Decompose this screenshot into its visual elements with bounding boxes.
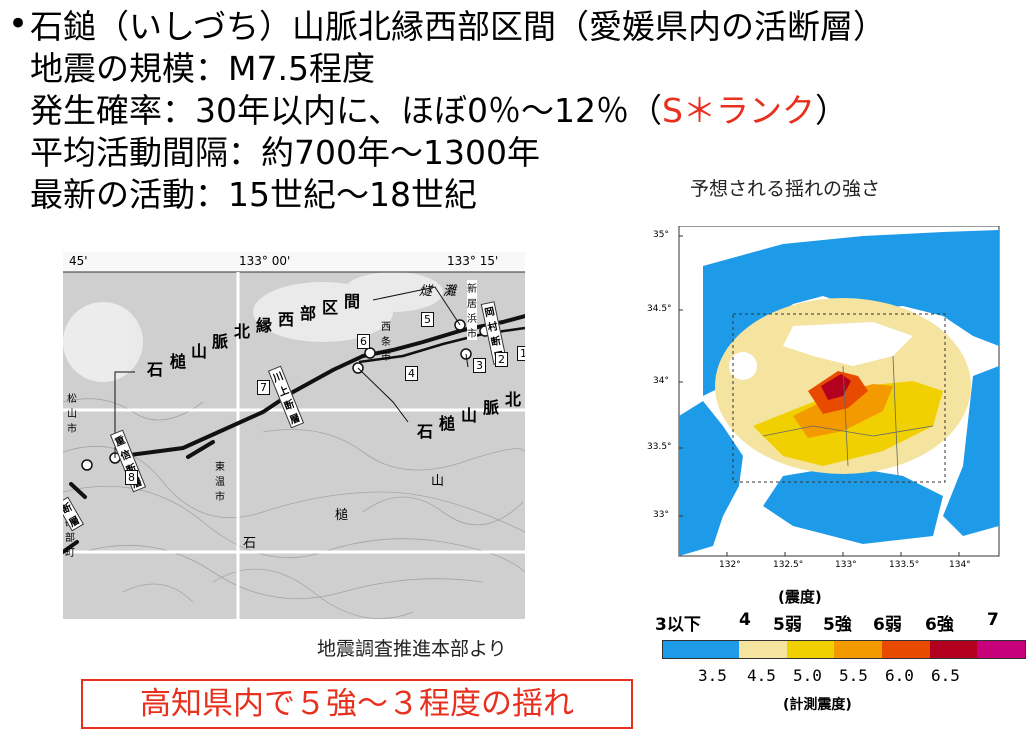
legend-color-bar (662, 640, 1026, 659)
legend-title: (震度) (778, 588, 822, 606)
magnitude-line: 地震の規模：M7.5程度 (30, 49, 375, 88)
segment-5: 5 (421, 312, 434, 327)
label-hiuchi: 燧 (419, 284, 433, 299)
scale-3-or-less: 3以下 (655, 615, 701, 635)
legend-swatch-7 (977, 641, 1025, 658)
scale-5-lower: 5弱 (773, 615, 802, 635)
legend-swatch-6 (929, 641, 978, 658)
scale-5-upper: 5強 (823, 615, 852, 635)
fault-name-line: 石鎚（いしづち）山脈北縁西部区間（愛媛県内の活断層） (30, 7, 887, 46)
tick-6-5: 6.5 (931, 666, 960, 685)
legend-swatch-1 (663, 641, 740, 658)
lon-132: 132° (719, 560, 741, 570)
lat-34: 34° (653, 376, 669, 386)
source-credit: 地震調査推進本部より (317, 638, 507, 660)
tick-3-5: 3.5 (698, 666, 727, 685)
intensity-legend: (震度) 3以下 4 5弱 5強 6弱 6強 7 3.5 4.5 5.0 5.5… (643, 582, 1029, 722)
legend-unit: (計測震度) (783, 697, 852, 713)
intensity-map-graphic (678, 225, 1000, 557)
legend-swatch-5 (882, 641, 930, 658)
tick-5-0: 5.0 (793, 666, 822, 685)
lon-label-45: 45' (69, 254, 88, 268)
intensity-map-caption: 予想される揺れの強さ (690, 178, 881, 200)
place-niihama: 新居浜市 (467, 280, 477, 340)
lon-133-5: 133.5° (889, 560, 920, 570)
mr-char-2: 槌 (170, 352, 187, 371)
mr-char-9: 区 (322, 298, 339, 317)
segment-1: 1 (517, 346, 525, 361)
scale-6-lower: 6弱 (873, 615, 902, 635)
mr-char-3: 山 (191, 342, 208, 361)
segment-2: 2 (495, 352, 508, 367)
label-ishi: 石 (243, 536, 257, 551)
place-matsuyama: 松山市 (67, 394, 77, 435)
place-saijo: 西条市 (381, 322, 391, 363)
header-text-block: 石鎚（いしづち）山脈北縁西部区間（愛媛県内の活断層） 地震の規模：M7.5程度 … (30, 6, 886, 216)
segment-7: 7 (257, 380, 270, 395)
mr-char-1: 石 (147, 360, 164, 379)
interval-line: 平均活動間隔：約700年～1300年 (30, 133, 540, 172)
segment-3: 3 (473, 358, 486, 373)
tick-4-5: 4.5 (747, 666, 776, 685)
mr2-char-3: 山 (461, 406, 478, 425)
mr-char-5: 北 (234, 322, 251, 341)
kochi-shaking-note: 高知県内で５強～３程度の揺れ (81, 679, 633, 729)
label-nada: 灘 (443, 284, 457, 299)
mr2-char-1: 石 (417, 422, 434, 441)
scale-4: 4 (739, 610, 751, 630)
mr-char-7: 西 (278, 310, 295, 329)
fault-map-graphic (63, 252, 525, 619)
tick-6-0: 6.0 (885, 666, 914, 685)
mr-char-6: 縁 (256, 316, 273, 335)
mr-char-10: 間 (344, 292, 361, 311)
segment-4: 4 (405, 366, 418, 381)
fault-map: 45' 133° 00' 133° 15' 石 槌 山 脈 北 縁 西 部 区 … (63, 252, 525, 619)
mr2-char-4: 脈 (483, 398, 500, 417)
probability-line: 発生確率：30年以内に、ほぼ0％～12％（S＊ランク） (30, 90, 886, 132)
lon-label-133-00: 133° 00' (239, 254, 291, 268)
probability-text: 発生確率：30年以内に、ほぼ0％～12％（ (30, 91, 662, 130)
latest-activity-line: 最新の活動：15世紀～18世紀 (30, 175, 477, 214)
legend-swatch-3 (786, 641, 835, 658)
rank-label: S＊ランク (662, 91, 815, 130)
segment-8: 8 (125, 470, 138, 485)
label-yama: 山 (431, 474, 445, 489)
bullet-mark: • (8, 4, 29, 44)
lat-34-5: 34.5° (647, 304, 672, 314)
segment-6: 6 (357, 334, 370, 349)
lon-132-5: 132.5° (773, 560, 804, 570)
tick-5-5: 5.5 (839, 666, 868, 685)
label-tsuchi: 槌 (335, 508, 349, 523)
mr2-char-2: 槌 (439, 414, 456, 433)
mountain-range-label: 石 槌 山 脈 北 縁 西 部 区 間 石 槌 山 脈 北 (63, 252, 525, 619)
legend-swatch-2 (739, 641, 787, 658)
scale-6-upper: 6強 (925, 615, 954, 635)
mr-char-8: 部 (300, 304, 317, 323)
scale-7: 7 (987, 610, 999, 630)
legend-swatch-4 (834, 641, 883, 658)
place-toon: 東温市 (215, 462, 225, 503)
mr-char-4: 脈 (212, 332, 229, 351)
lat-33: 33° (653, 510, 669, 520)
probability-close: ） (814, 91, 848, 130)
intensity-map: 35° 34.5° 34° 33.5° 33° 132° 132.5° 133°… (643, 225, 1003, 582)
lat-35: 35° (653, 230, 669, 240)
lon-label-133-15: 133° 15' (447, 254, 499, 268)
lat-33-5: 33.5° (647, 442, 672, 452)
lon-134: 134° (949, 560, 971, 570)
mr2-char-5: 北 (505, 390, 522, 409)
lon-133: 133° (835, 560, 857, 570)
